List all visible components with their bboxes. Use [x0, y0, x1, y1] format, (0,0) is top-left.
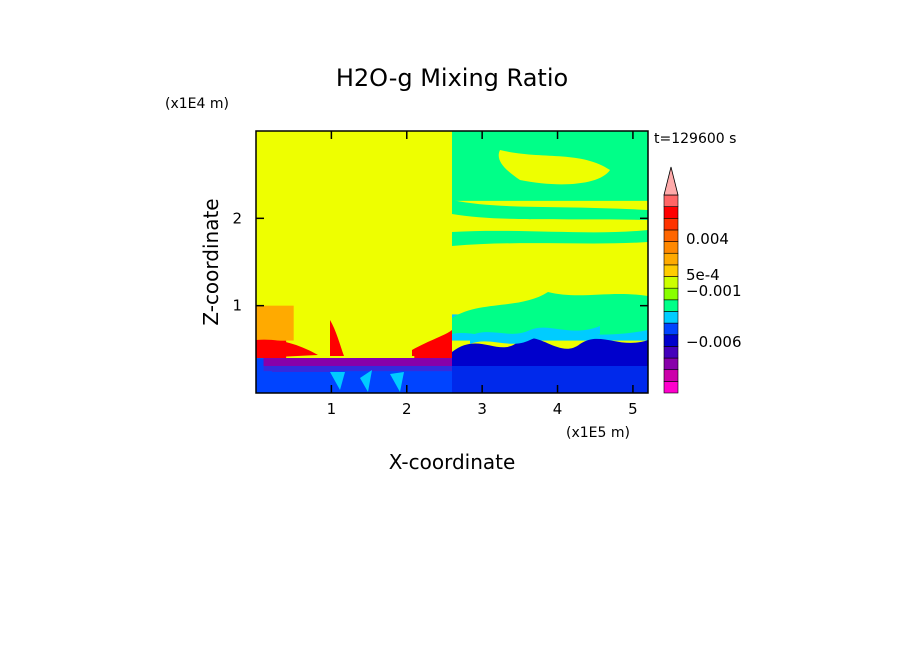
colorbar-swatch-11 [663, 252, 679, 266]
x-tick-label-3: 4 [553, 400, 563, 418]
colorbar-swatch-6 [663, 311, 679, 324]
red-plume-right [412, 330, 452, 356]
x-tick-label-1: 2 [402, 400, 412, 418]
colorbar-label-2: −0.001 [686, 282, 742, 300]
upper-yellow-pocket [498, 150, 610, 185]
heatmap-field [256, 131, 648, 393]
cyan-wave [470, 326, 600, 344]
red-plume-mid [330, 320, 344, 356]
colorbar-swatch-12 [663, 241, 679, 254]
colorbar-swatch-3 [663, 346, 679, 359]
plot-frame [255, 130, 649, 394]
y-axis-title: Z-coordinate [199, 198, 223, 325]
cyan-specks [330, 370, 404, 392]
upper-jet-band-1 [452, 200, 648, 220]
colorbar: 0.004 5e-4−0.001 −0.006 [663, 166, 742, 394]
colorbar-swatch-4 [663, 334, 679, 347]
colorbar-swatch-2 [663, 357, 679, 371]
colorbar-swatch-14 [663, 217, 679, 231]
colorbar-label-1: 5e-4 [686, 266, 720, 284]
colorbar-swatch-13 [663, 229, 679, 242]
colorbar-label-3: −0.006 [686, 333, 742, 351]
colorbar-swatch-0 [663, 381, 679, 394]
colorbar-swatch-16 [663, 194, 679, 207]
colorbar-swatch-7 [663, 299, 679, 312]
axis-ticks: 1 2 3 4 5 1 2 [232, 131, 648, 418]
colorbar-arrow [663, 166, 679, 196]
red-plume-left [256, 339, 318, 358]
y-scale-label: (x1E4 m) [165, 96, 229, 112]
time-label: t=129600 s [654, 131, 736, 147]
field-region-2 [256, 305, 294, 341]
field-detail [256, 150, 648, 393]
colorbar-swatch-8 [663, 287, 679, 301]
colorbar-swatch-1 [663, 369, 679, 382]
colorbar-swatch-5 [663, 322, 679, 336]
x-axis-title: X-coordinate [389, 450, 516, 474]
x-tick-label-2: 3 [477, 400, 487, 418]
x-tick-label-4: 5 [628, 400, 638, 418]
colorbar-swatch-10 [663, 264, 679, 277]
upper-jet-band-2 [452, 230, 648, 246]
x-scale-label: (x1E5 m) [566, 425, 630, 441]
colorbar-label-0: 0.004 [686, 230, 729, 248]
mid-green-wave [452, 292, 648, 337]
y-tick-label-1: 2 [232, 209, 242, 227]
colorbar-swatch-9 [663, 276, 679, 289]
y-tick-label-0: 1 [232, 297, 242, 315]
x-tick-label-0: 1 [327, 400, 337, 418]
blue-lower-left [256, 366, 648, 393]
chart-title: H2O-g Mixing Ratio [336, 64, 568, 92]
colorbar-swatch-15 [663, 206, 679, 219]
